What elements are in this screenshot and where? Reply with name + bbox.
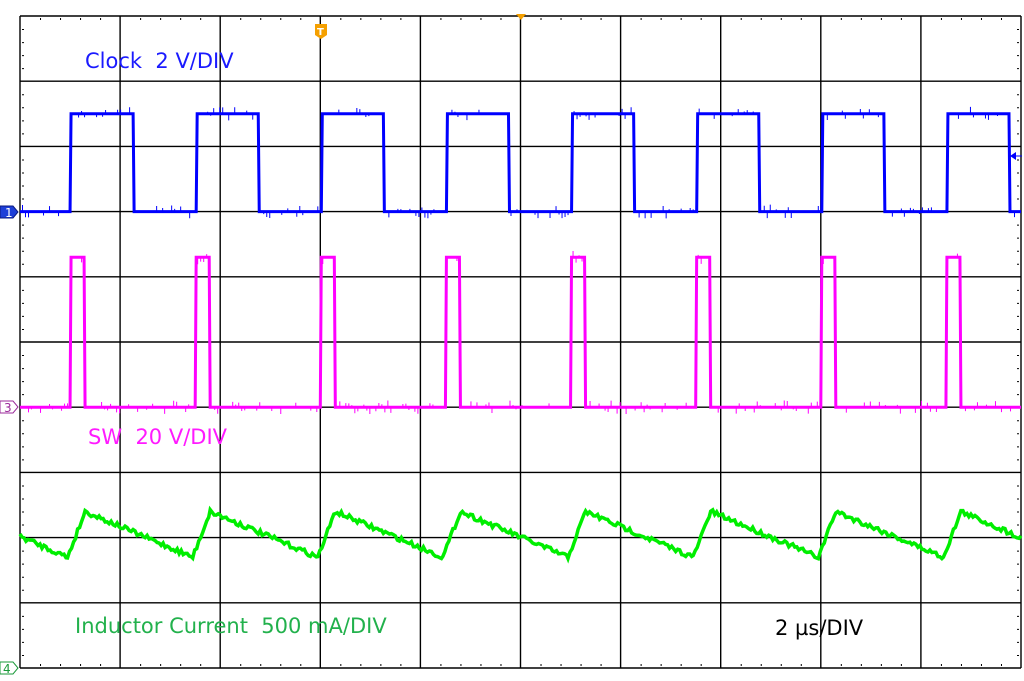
- channel-4-ground-marker[interactable]: 4: [0, 661, 19, 676]
- svg-text:T: T: [317, 27, 324, 38]
- trigger-level-arrow-icon[interactable]: [1010, 152, 1022, 160]
- clock-trace: [20, 112, 1021, 214]
- trigger-position-marker[interactable]: T: [315, 24, 327, 39]
- sw-trace: [20, 255, 1021, 409]
- sw-channel-label: SW 20 V/DIV: [88, 425, 228, 449]
- clock-channel-label: Clock 2 V/DIV: [85, 49, 234, 73]
- inductor-current-channel-label: Inductor Current 500 mA/DIV: [75, 614, 387, 638]
- channel-markers: 1 3 4 T: [0, 14, 1022, 676]
- channel-3-ground-marker[interactable]: 3: [0, 400, 19, 415]
- sw-noise: [28, 250, 1011, 415]
- time-reference-marker-icon: [516, 14, 526, 20]
- svg-text:3: 3: [4, 401, 12, 415]
- channel-1-ground-marker[interactable]: 1: [0, 205, 19, 220]
- inductor-current-trace: [18, 505, 1023, 564]
- waveforms: [18, 106, 1023, 564]
- svg-text:1: 1: [5, 206, 13, 220]
- svg-text:4: 4: [3, 662, 11, 676]
- timebase-label: 2 µs/DIV: [775, 616, 864, 640]
- clock-noise: [22, 106, 1015, 219]
